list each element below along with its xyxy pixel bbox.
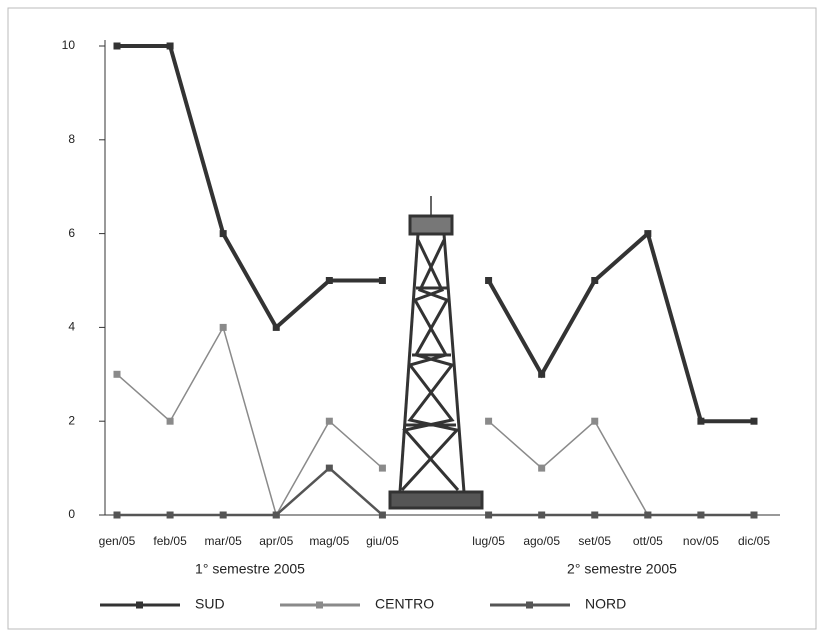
point-marker	[644, 230, 652, 238]
annotation: 2° semestre 2005	[567, 561, 677, 577]
y-tick-label: 8	[68, 132, 75, 146]
y-tick-label: 4	[68, 320, 75, 334]
x-tick-label: mar/05	[204, 534, 242, 548]
point-marker	[697, 417, 705, 425]
point-marker	[166, 511, 174, 519]
point-marker	[538, 370, 546, 378]
point-marker	[325, 464, 333, 472]
series-line	[117, 466, 754, 517]
point-marker	[378, 277, 386, 284]
legend-label: SUD	[195, 596, 225, 612]
point-marker	[644, 511, 652, 519]
annotation: 1° semestre 2005	[195, 561, 305, 577]
point-marker	[378, 511, 386, 519]
point-marker	[272, 511, 280, 519]
point-marker	[378, 464, 386, 472]
y-tick-label: 10	[62, 38, 76, 52]
derrick	[388, 196, 484, 510]
point-marker	[113, 511, 121, 519]
x-tick-label: giu/05	[366, 534, 399, 548]
point-marker	[538, 464, 546, 472]
point-marker	[485, 277, 493, 284]
point-marker	[113, 42, 121, 50]
y-tick-label: 6	[68, 226, 75, 240]
legend-marker	[526, 601, 533, 609]
point-marker	[219, 323, 227, 331]
point-marker	[591, 511, 599, 519]
point-marker	[113, 370, 121, 378]
x-tick-label: feb/05	[153, 534, 187, 548]
point-marker	[219, 511, 227, 519]
x-tick-label: dic/05	[738, 534, 770, 548]
point-marker	[485, 511, 493, 519]
x-tick-label: ott/05	[633, 534, 663, 548]
point-marker	[591, 277, 599, 284]
y-tick-label: 2	[68, 413, 75, 427]
legend-label: NORD	[585, 596, 626, 612]
y-tick-label: 0	[68, 507, 75, 521]
series-line	[117, 44, 754, 424]
x-tick-label: nov/05	[683, 534, 719, 548]
point-marker	[325, 417, 333, 425]
point-marker	[697, 511, 705, 519]
point-marker	[750, 417, 758, 425]
point-marker	[750, 511, 758, 519]
legend-marker	[316, 601, 323, 609]
point-marker	[591, 417, 599, 425]
legend-label: CENTRO	[375, 596, 434, 612]
point-marker	[219, 230, 227, 238]
point-marker	[538, 511, 546, 519]
frame	[7, 7, 817, 630]
x-tick-label: apr/05	[259, 534, 293, 548]
point-marker	[272, 323, 280, 331]
x-tick-label: set/05	[578, 534, 611, 548]
x-tick-label: mag/05	[309, 534, 349, 548]
point-marker	[166, 42, 174, 50]
point-marker	[485, 417, 493, 425]
x-tick-label: gen/05	[99, 534, 136, 548]
point-marker	[325, 277, 333, 284]
x-tick-label: lug/05	[472, 534, 505, 548]
x-tick-label: ago/05	[523, 534, 560, 548]
point-marker	[166, 417, 174, 425]
legend-marker	[136, 601, 143, 609]
